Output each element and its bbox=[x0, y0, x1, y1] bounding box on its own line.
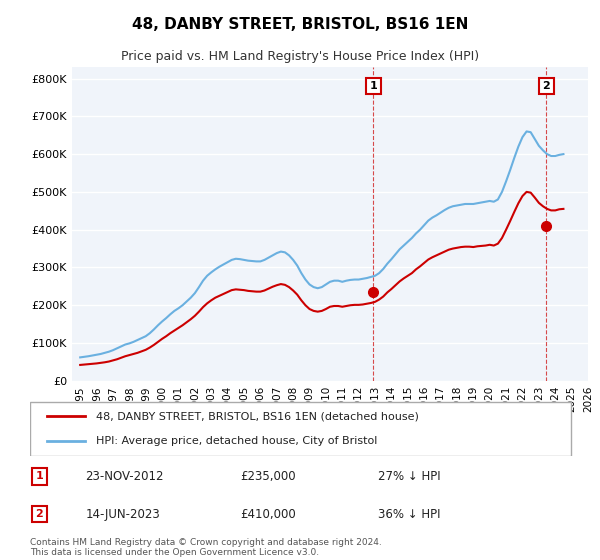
Text: HPI: Average price, detached house, City of Bristol: HPI: Average price, detached house, City… bbox=[96, 436, 377, 446]
FancyBboxPatch shape bbox=[30, 402, 571, 456]
Text: 14-JUN-2023: 14-JUN-2023 bbox=[85, 507, 160, 521]
Text: £235,000: £235,000 bbox=[240, 470, 295, 483]
Text: 48, DANBY STREET, BRISTOL, BS16 1EN (detached house): 48, DANBY STREET, BRISTOL, BS16 1EN (det… bbox=[96, 411, 419, 421]
Text: 1: 1 bbox=[370, 81, 377, 91]
Text: 1: 1 bbox=[35, 472, 43, 482]
Text: 2: 2 bbox=[542, 81, 550, 91]
Text: Price paid vs. HM Land Registry's House Price Index (HPI): Price paid vs. HM Land Registry's House … bbox=[121, 50, 479, 63]
Text: 48, DANBY STREET, BRISTOL, BS16 1EN: 48, DANBY STREET, BRISTOL, BS16 1EN bbox=[132, 17, 468, 32]
Text: £410,000: £410,000 bbox=[240, 507, 296, 521]
Text: 23-NOV-2012: 23-NOV-2012 bbox=[85, 470, 164, 483]
Text: 2: 2 bbox=[35, 509, 43, 519]
Text: Contains HM Land Registry data © Crown copyright and database right 2024.
This d: Contains HM Land Registry data © Crown c… bbox=[30, 538, 382, 557]
Text: 27% ↓ HPI: 27% ↓ HPI bbox=[378, 470, 440, 483]
Text: 36% ↓ HPI: 36% ↓ HPI bbox=[378, 507, 440, 521]
